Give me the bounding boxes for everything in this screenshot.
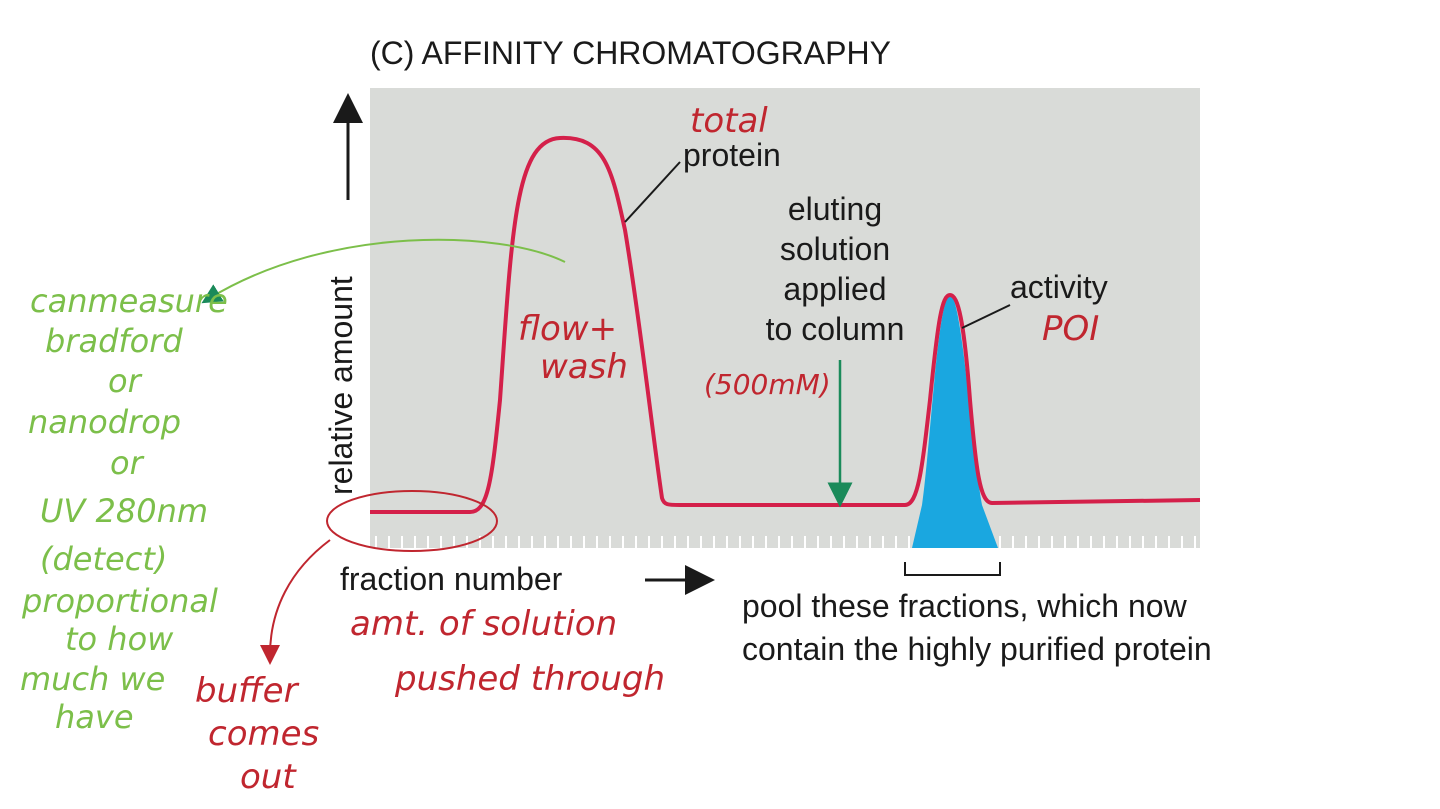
plot-area	[370, 88, 1200, 548]
note: have	[55, 698, 134, 736]
note: (500mM)	[704, 368, 831, 401]
label: solution	[780, 231, 890, 267]
note: canmeasure	[30, 282, 228, 320]
note: flow+	[518, 309, 617, 349]
label: contain the highly purified protein	[742, 631, 1212, 667]
note: comes	[208, 714, 319, 754]
pool-bracket	[904, 562, 1001, 576]
title: (C) AFFINITY CHROMATOGRAPHY	[370, 35, 891, 71]
note: or	[110, 444, 145, 482]
note: amt. of solution	[350, 604, 617, 644]
protein-pointer	[624, 161, 681, 223]
label: to column	[766, 311, 905, 347]
note: (detect)	[40, 540, 167, 578]
activity-pointer	[961, 304, 1011, 329]
green-arrow	[201, 238, 566, 304]
chromatogram-curve	[370, 135, 1201, 514]
x-axis-label: fraction number	[340, 561, 563, 597]
note: POI	[1042, 309, 1099, 349]
label: protein	[683, 137, 781, 173]
note: or	[108, 362, 143, 400]
note: buffer	[195, 671, 300, 711]
note: nanodrop	[28, 403, 181, 441]
baseline-circle	[326, 490, 498, 552]
note: out	[240, 757, 297, 797]
note: UV 280nm	[40, 492, 208, 530]
note: pushed through	[394, 659, 665, 699]
note: wash	[540, 347, 628, 387]
red-arrow	[260, 539, 331, 665]
label: applied	[783, 271, 886, 307]
note: much we	[20, 660, 165, 698]
label: activity	[1010, 269, 1108, 305]
label: eluting	[788, 191, 882, 227]
note: proportional	[21, 582, 218, 620]
note: total	[690, 101, 768, 141]
note: to how	[65, 620, 174, 658]
y-axis-label: relative amount	[323, 276, 359, 495]
pooled-peak	[912, 295, 998, 548]
note: bradford	[45, 322, 183, 360]
label: pool these fractions, which now	[742, 588, 1188, 624]
